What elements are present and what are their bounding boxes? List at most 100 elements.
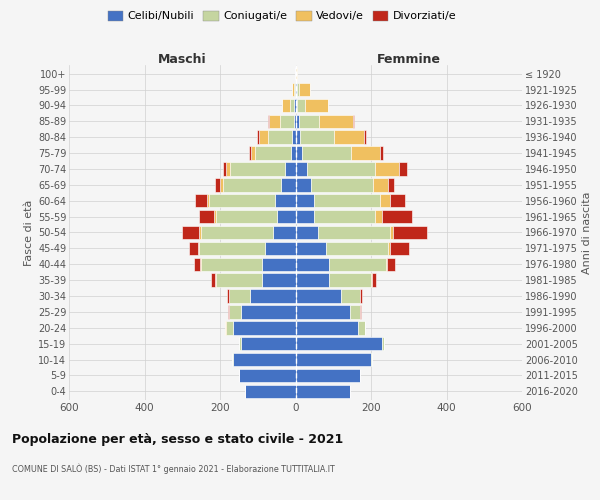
Bar [382, 337, 384, 350]
Bar [291, 146, 296, 160]
Bar [295, 98, 296, 112]
Bar [239, 337, 241, 350]
Bar [294, 83, 295, 96]
Bar [199, 242, 265, 255]
Bar [358, 321, 365, 334]
Bar [329, 258, 386, 271]
Bar [390, 242, 409, 255]
Bar [220, 178, 223, 192]
Bar [239, 368, 296, 382]
Bar [241, 337, 296, 350]
Bar [319, 114, 353, 128]
Bar [196, 194, 207, 207]
Bar [296, 305, 350, 318]
Bar [230, 162, 285, 175]
Bar [265, 242, 296, 255]
Bar [353, 114, 355, 128]
Bar [350, 305, 359, 318]
Bar [334, 130, 364, 144]
Bar [296, 67, 297, 80]
Bar [296, 274, 329, 287]
Bar [296, 384, 350, 398]
Bar [269, 114, 280, 128]
Bar [225, 321, 226, 334]
Bar [285, 162, 296, 175]
Bar [229, 290, 250, 303]
Bar [215, 274, 216, 287]
Bar [359, 290, 361, 303]
Bar [226, 321, 233, 334]
Bar [393, 226, 427, 239]
Bar [382, 210, 412, 224]
Bar [296, 210, 314, 224]
Text: COMUNE DI SALÒ (BS) - Dati ISTAT 1° gennaio 2021 - Elaborazione TUTTITALIA.IT: COMUNE DI SALÒ (BS) - Dati ISTAT 1° genn… [12, 464, 335, 474]
Bar [296, 258, 329, 271]
Bar [296, 242, 326, 255]
Bar [371, 274, 372, 287]
Bar [277, 210, 296, 224]
Bar [273, 226, 296, 239]
Bar [257, 130, 259, 144]
Bar [199, 226, 201, 239]
Bar [223, 162, 226, 175]
Bar [300, 130, 334, 144]
Bar [292, 83, 294, 96]
Bar [268, 114, 269, 128]
Bar [194, 258, 200, 271]
Bar [386, 258, 387, 271]
Text: Maschi: Maschi [158, 53, 206, 66]
Bar [375, 162, 400, 175]
Bar [232, 353, 233, 366]
Bar [295, 67, 296, 80]
Bar [199, 210, 214, 224]
Bar [233, 353, 296, 366]
Bar [182, 226, 199, 239]
Bar [189, 242, 199, 255]
Bar [227, 290, 229, 303]
Bar [359, 305, 361, 318]
Bar [296, 290, 341, 303]
Bar [209, 194, 275, 207]
Bar [302, 146, 352, 160]
Bar [201, 226, 273, 239]
Bar [292, 130, 296, 144]
Bar [311, 178, 373, 192]
Bar [280, 114, 293, 128]
Bar [216, 274, 262, 287]
Bar [296, 114, 299, 128]
Bar [390, 194, 405, 207]
Bar [262, 258, 296, 271]
Bar [214, 210, 216, 224]
Bar [296, 162, 307, 175]
Text: Popolazione per età, sesso e stato civile - 2021: Popolazione per età, sesso e stato civil… [12, 432, 343, 446]
Bar [233, 321, 296, 334]
Bar [259, 130, 268, 144]
Bar [248, 146, 251, 160]
Bar [216, 210, 277, 224]
Bar [296, 83, 299, 96]
Bar [241, 305, 296, 318]
Bar [387, 258, 395, 271]
Bar [268, 130, 292, 144]
Bar [318, 226, 390, 239]
Bar [299, 114, 319, 128]
Bar [390, 226, 393, 239]
Bar [307, 162, 375, 175]
Bar [207, 194, 209, 207]
Bar [226, 162, 230, 175]
Bar [296, 321, 358, 334]
Bar [229, 305, 241, 318]
Bar [296, 337, 382, 350]
Bar [388, 178, 394, 192]
Bar [373, 178, 388, 192]
Bar [250, 290, 296, 303]
Y-axis label: Anni di nascita: Anni di nascita [582, 191, 592, 274]
Y-axis label: Fasce di età: Fasce di età [23, 200, 34, 266]
Bar [296, 368, 359, 382]
Bar [305, 98, 328, 112]
Bar [371, 353, 372, 366]
Bar [296, 98, 298, 112]
Bar [262, 274, 296, 287]
Bar [329, 274, 371, 287]
Bar [299, 83, 310, 96]
